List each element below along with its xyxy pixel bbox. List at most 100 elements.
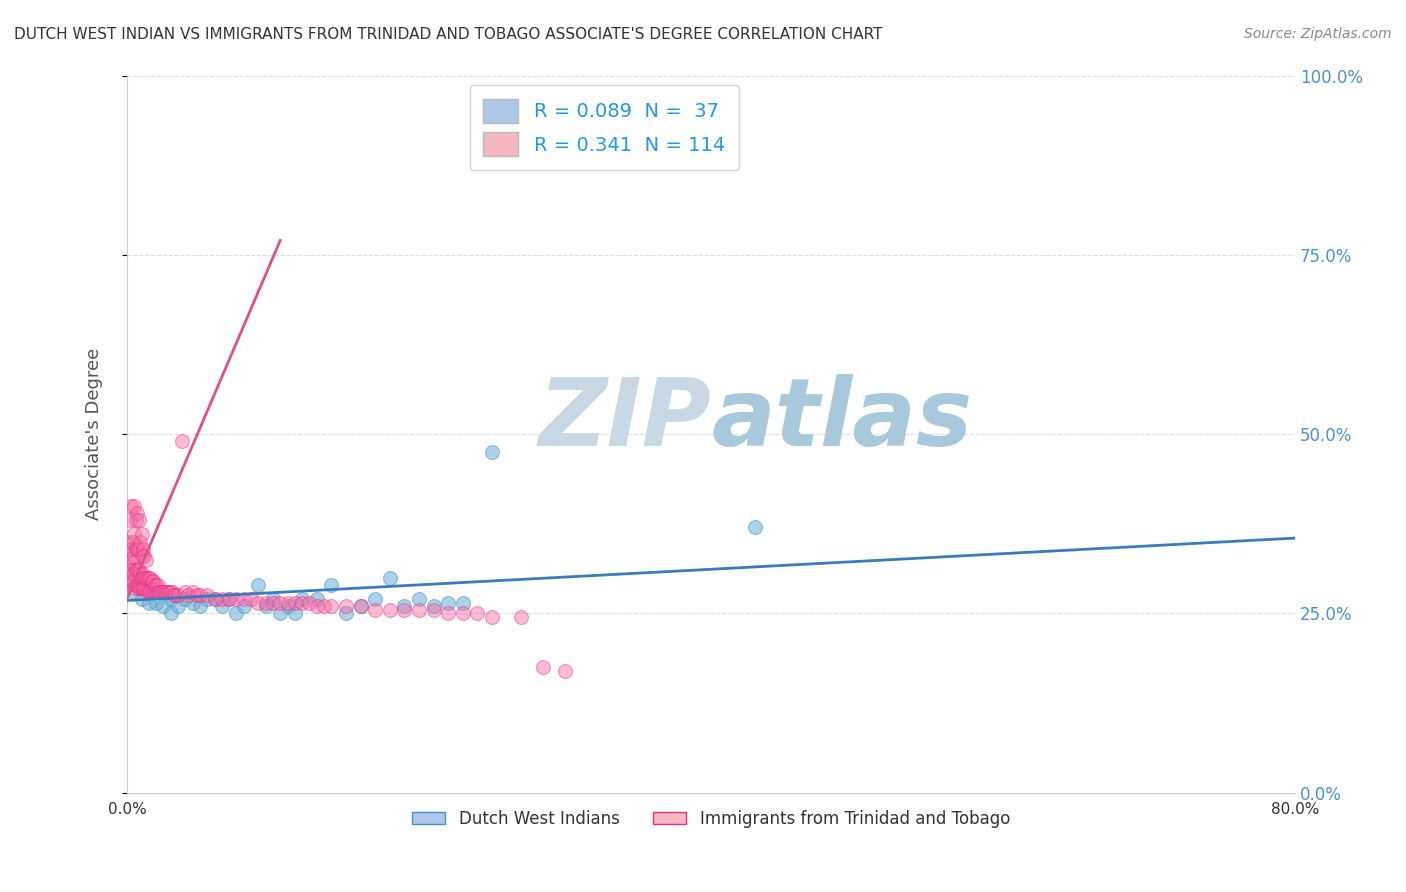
Point <box>204 592 226 607</box>
Point <box>121 534 143 549</box>
Point <box>298 596 321 610</box>
Point <box>121 556 143 570</box>
Point <box>174 585 197 599</box>
Point <box>276 599 298 614</box>
Point <box>129 534 152 549</box>
Point <box>262 596 284 610</box>
Point <box>291 596 314 610</box>
Point <box>132 581 155 595</box>
Point <box>232 599 254 614</box>
Point <box>134 570 156 584</box>
Point <box>232 592 254 607</box>
Point <box>141 574 163 588</box>
Point <box>159 607 181 621</box>
Point <box>121 574 143 588</box>
Point <box>122 585 145 599</box>
Point <box>128 541 150 556</box>
Point <box>135 552 157 566</box>
Point <box>172 434 194 449</box>
Point <box>129 566 152 581</box>
Point <box>148 585 170 599</box>
Point <box>276 596 298 610</box>
Point <box>136 585 159 599</box>
Point <box>364 592 387 607</box>
Point <box>211 592 233 607</box>
Point <box>117 534 139 549</box>
Point <box>364 603 387 617</box>
Point <box>422 599 444 614</box>
Point <box>131 581 153 595</box>
Point <box>437 607 460 621</box>
Point <box>143 585 166 599</box>
Point <box>262 592 284 607</box>
Point <box>186 589 208 603</box>
Point <box>127 506 149 520</box>
Point <box>122 581 145 595</box>
Point <box>378 570 401 584</box>
Point <box>254 599 277 614</box>
Point <box>157 585 180 599</box>
Point <box>225 607 247 621</box>
Point <box>143 577 166 591</box>
Point <box>305 599 328 614</box>
Point <box>150 585 173 599</box>
Text: Source: ZipAtlas.com: Source: ZipAtlas.com <box>1244 27 1392 41</box>
Point <box>335 607 357 621</box>
Point <box>127 563 149 577</box>
Point <box>117 556 139 570</box>
Point <box>162 589 184 603</box>
Point <box>291 592 314 607</box>
Point <box>321 599 343 614</box>
Point <box>128 513 150 527</box>
Point <box>408 603 430 617</box>
Point <box>139 585 162 599</box>
Point <box>142 574 165 588</box>
Point <box>146 585 169 599</box>
Point <box>118 513 141 527</box>
Point <box>451 596 474 610</box>
Text: atlas: atlas <box>711 374 972 466</box>
Point <box>145 596 167 610</box>
Point <box>127 541 149 556</box>
Point <box>142 585 165 599</box>
Point <box>122 549 145 563</box>
Point <box>155 585 177 599</box>
Point <box>349 599 371 614</box>
Point <box>394 603 416 617</box>
Point <box>118 563 141 577</box>
Point <box>135 570 157 584</box>
Point <box>437 596 460 610</box>
Point <box>127 577 149 591</box>
Point <box>131 592 153 607</box>
Point <box>451 607 474 621</box>
Point <box>138 585 160 599</box>
Y-axis label: Associate's Degree: Associate's Degree <box>86 348 103 520</box>
Point <box>122 527 145 541</box>
Point <box>188 599 211 614</box>
Point <box>422 603 444 617</box>
Point <box>481 445 503 459</box>
Point <box>117 577 139 591</box>
Point <box>181 596 204 610</box>
Point <box>195 592 218 607</box>
Point <box>218 592 240 607</box>
Point <box>139 570 162 584</box>
Point <box>156 585 179 599</box>
Point <box>284 607 307 621</box>
Point <box>510 610 533 624</box>
Text: DUTCH WEST INDIAN VS IMMIGRANTS FROM TRINIDAD AND TOBAGO ASSOCIATE'S DEGREE CORR: DUTCH WEST INDIAN VS IMMIGRANTS FROM TRI… <box>14 27 883 42</box>
Point <box>120 541 142 556</box>
Point <box>118 541 141 556</box>
Point <box>335 599 357 614</box>
Point <box>254 596 277 610</box>
Point <box>467 607 489 621</box>
Point <box>131 570 153 584</box>
Point <box>138 596 160 610</box>
Point <box>312 599 335 614</box>
Point <box>211 599 233 614</box>
Point <box>129 581 152 595</box>
Point <box>146 577 169 591</box>
Point <box>195 589 218 603</box>
Point <box>131 549 153 563</box>
Point <box>128 581 150 595</box>
